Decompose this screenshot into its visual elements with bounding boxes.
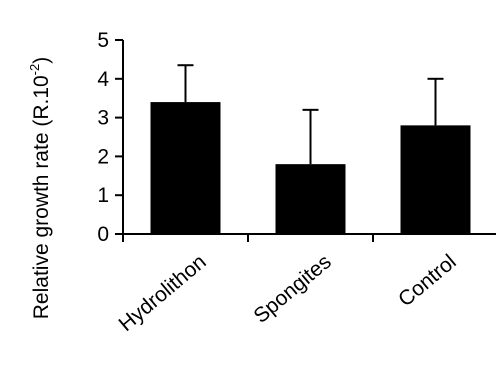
- y-tick-label: 4: [97, 68, 109, 91]
- chart-bars: [150, 102, 471, 234]
- x-category-label: Control: [394, 250, 461, 311]
- y-axis-title: Relative growth rate (R.10-2): [27, 57, 53, 320]
- x-category-label: Spongites: [249, 250, 335, 328]
- x-axis-labels: Hydrolithon Spongites Control: [115, 250, 461, 336]
- bar: [400, 125, 471, 234]
- y-tick-label: 1: [97, 184, 109, 207]
- y-tick-label: 5: [97, 29, 109, 52]
- y-axis-title-suffix: ): [30, 57, 53, 64]
- chart-error-bars: [177, 64, 444, 165]
- y-axis-title-prefix: Relative growth rate (R.10: [30, 75, 53, 319]
- y-axis-title-exponent: -2: [27, 64, 42, 76]
- y-tick-label: 0: [97, 223, 109, 246]
- y-tick-label: 3: [97, 107, 109, 130]
- x-category-label: Hydrolithon: [115, 250, 211, 336]
- y-tick-label: 2: [97, 145, 109, 168]
- y-axis-ticks: 0 1 2 3 4 5: [97, 29, 123, 246]
- bar: [275, 164, 346, 234]
- bar: [150, 102, 221, 234]
